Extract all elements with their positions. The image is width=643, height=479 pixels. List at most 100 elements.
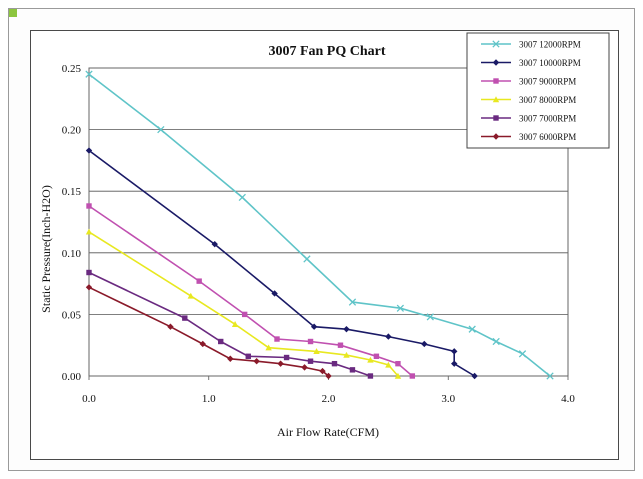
data-point <box>265 344 272 351</box>
data-point <box>253 358 260 365</box>
x-tick-label: 4.0 <box>561 393 575 405</box>
legend: 3007 12000RPM 3007 10000RPM 3007 9000RPM 30… <box>466 32 610 149</box>
data-point <box>373 353 380 359</box>
series-line <box>88 149 476 377</box>
legend-marker <box>493 115 499 121</box>
legend-label: 3007 12000RPM <box>519 40 581 50</box>
data-point <box>238 193 246 202</box>
data-point <box>277 360 284 367</box>
legend-marker <box>492 96 500 103</box>
data-point <box>187 292 194 299</box>
data-point <box>157 125 165 134</box>
legend-label: 3007 7000RPM <box>519 114 576 124</box>
data-point <box>367 356 374 363</box>
data-point <box>227 355 234 362</box>
legend-marker <box>493 78 499 84</box>
data-point <box>367 373 374 379</box>
x-tick-label: 0.0 <box>82 393 96 405</box>
data-point <box>468 325 476 333</box>
data-point <box>86 269 92 276</box>
legend-item: 3007 9000RPM <box>481 77 576 87</box>
legend-label: 3007 6000RPM <box>519 132 576 142</box>
tick-labels: 0.00 0.05 0.10 0.15 0.20 0.25 0.0 1.0 2.0 3.0 4.0 <box>62 63 576 405</box>
data-point <box>85 70 93 78</box>
series-line <box>88 286 330 377</box>
legend-marker <box>492 133 500 140</box>
series-3 <box>86 203 416 379</box>
legend-label: 3007 8000RPM <box>519 95 576 105</box>
corner-marker <box>9 9 17 17</box>
data-point <box>211 240 218 248</box>
legend-item: 3007 6000RPM <box>481 132 576 142</box>
data-point <box>385 361 392 368</box>
data-point <box>451 348 458 355</box>
y-tick-label: 0.00 <box>62 371 82 383</box>
x-tick-label: 1.0 <box>202 393 216 405</box>
data-point <box>283 354 290 361</box>
data-point <box>395 360 401 367</box>
data-point <box>241 311 248 318</box>
data-point <box>518 350 527 358</box>
data-point <box>271 290 278 297</box>
data-point <box>394 372 402 379</box>
data-point <box>349 367 356 373</box>
series-2 <box>85 147 478 380</box>
legend-item: 3007 12000RPM <box>481 40 581 50</box>
data-point <box>325 372 332 380</box>
data-point <box>218 338 224 345</box>
y-tick-label: 0.20 <box>62 125 82 137</box>
y-axis-label: Static Pressure(Inch-H2O) <box>39 185 53 313</box>
data-point <box>385 333 392 340</box>
data-point <box>451 360 458 367</box>
x-axis-label: Air Flow Rate(CFM) <box>277 425 379 439</box>
y-tick-label: 0.10 <box>62 248 82 260</box>
data-point <box>245 353 251 359</box>
series-6 <box>85 284 332 380</box>
legend-label: 3007 9000RPM <box>519 77 576 87</box>
data-point <box>426 313 434 321</box>
data-point <box>310 323 318 330</box>
data-point <box>303 255 311 263</box>
data-point <box>343 325 350 333</box>
y-tick-label: 0.05 <box>62 309 82 321</box>
data-point <box>199 340 206 348</box>
data-point <box>274 336 280 342</box>
data-point <box>471 372 478 380</box>
legend-box <box>466 32 610 149</box>
data-point <box>182 315 188 321</box>
data-point <box>331 360 338 367</box>
data-point <box>196 278 202 284</box>
data-point <box>337 342 344 348</box>
series-line <box>88 205 413 377</box>
data-point <box>307 358 314 364</box>
data-point <box>86 203 92 209</box>
y-tick-label: 0.25 <box>62 63 82 75</box>
x-tick-label: 2.0 <box>322 393 336 405</box>
data-point <box>396 304 405 312</box>
legend-item: 3007 7000RPM <box>481 114 576 124</box>
legend-item: 3007 8000RPM <box>481 95 576 105</box>
data-point <box>313 348 320 355</box>
data-point <box>301 364 308 371</box>
data-point <box>85 284 93 291</box>
data-point <box>492 337 500 346</box>
legend-marker <box>492 40 500 48</box>
y-tick-label: 0.15 <box>62 186 82 198</box>
series-4 <box>85 228 402 379</box>
chart-title: 3007 Fan PQ Chart <box>268 44 385 59</box>
data-point <box>307 338 314 345</box>
series-1 <box>85 70 554 380</box>
x-tick-label: 3.0 <box>441 393 455 405</box>
data-point <box>85 228 93 235</box>
data-point <box>409 373 416 379</box>
data-point <box>348 298 357 306</box>
legend-label: 3007 10000RPM <box>519 58 581 68</box>
legend-marker <box>492 59 500 66</box>
data-point <box>421 340 428 348</box>
data-point <box>231 321 239 327</box>
data-point <box>343 351 350 358</box>
series-5 <box>86 269 374 379</box>
data-point <box>85 147 93 154</box>
data-series <box>85 70 554 380</box>
